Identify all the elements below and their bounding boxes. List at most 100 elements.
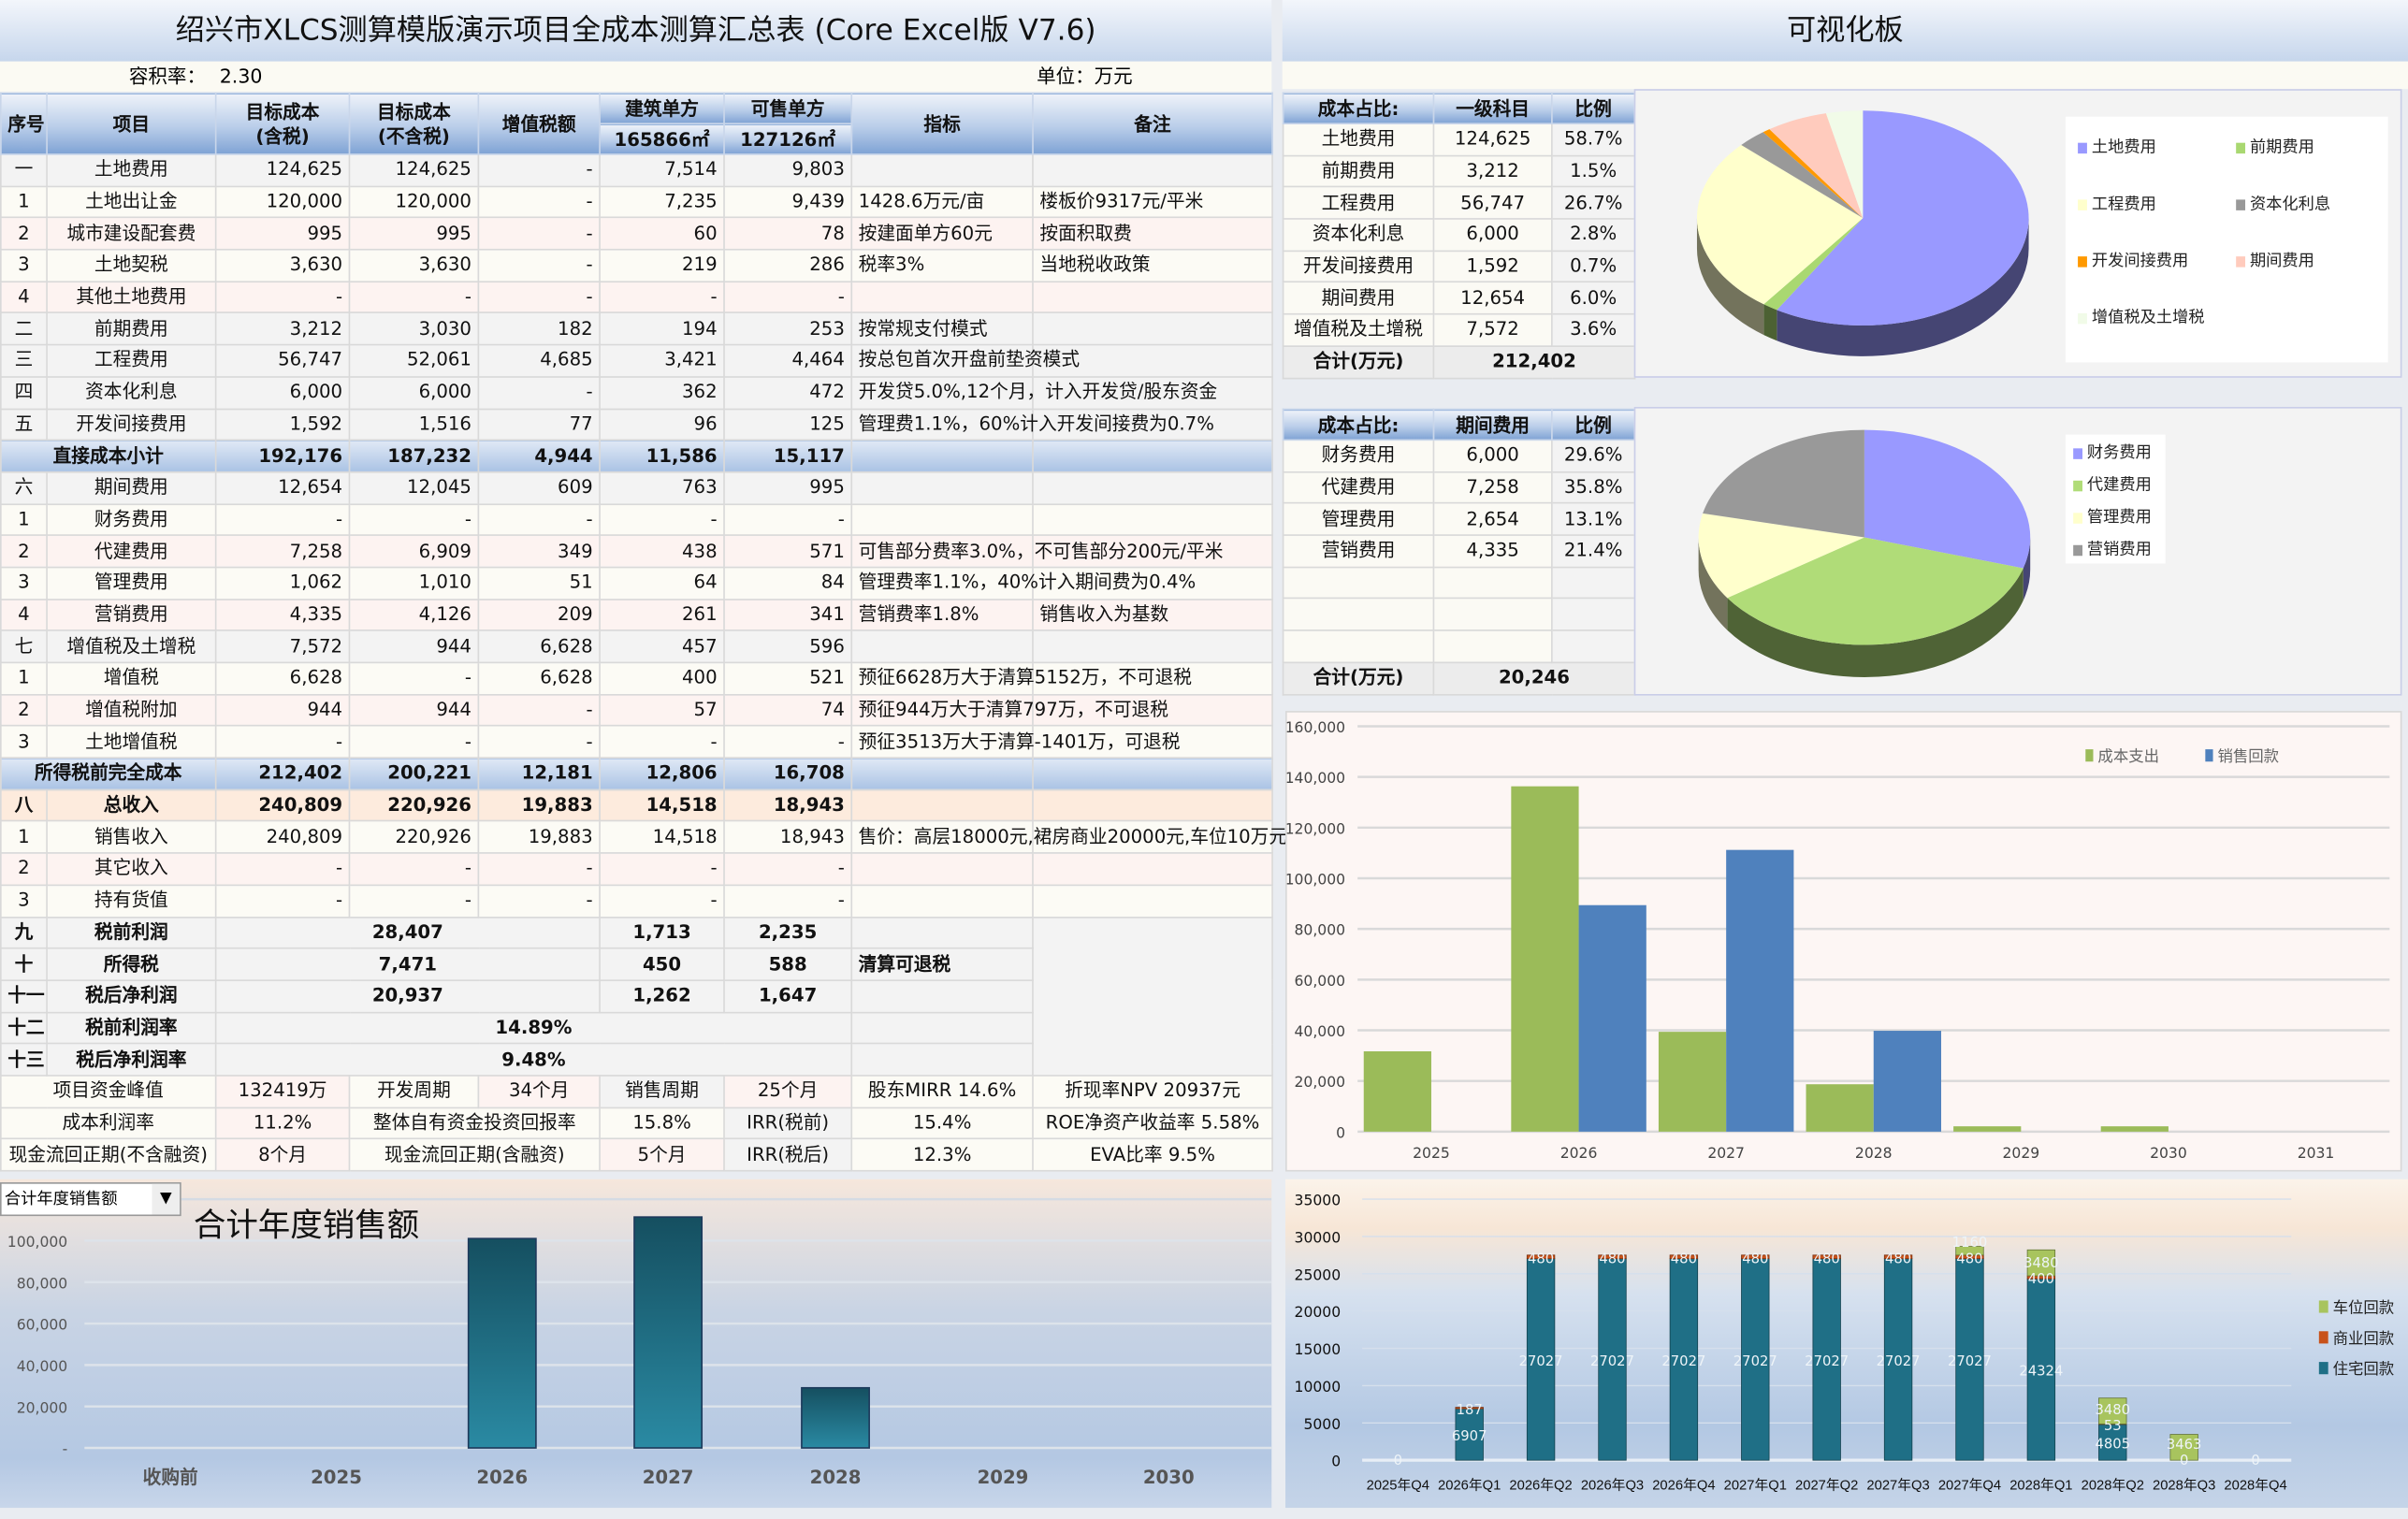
row-vat: 77 xyxy=(478,409,600,441)
row-cost-tax: 240,809 xyxy=(216,789,350,821)
metric-cell: 11.2% xyxy=(216,1107,350,1139)
row-cost-notax: 220,926 xyxy=(349,789,478,821)
row-sale-unit: 78 xyxy=(724,218,851,250)
row-cost-notax: 124,625 xyxy=(349,154,478,186)
share-percent: 6.0% xyxy=(1552,282,1635,314)
row-indicator: 可售部分费率3.0%，不可售部分200元/平米 xyxy=(851,536,1033,568)
y-tick-label: - xyxy=(63,1441,68,1458)
row-note: 楼板价9317元/平米 xyxy=(1033,186,1272,218)
row-sale-unit: 9,803 xyxy=(724,154,851,186)
row-cost-notax: - xyxy=(349,662,478,694)
header-no: 序号 xyxy=(1,93,47,154)
row-item: 税后净利润率 xyxy=(47,1044,216,1076)
header-cell: 成本占比: xyxy=(1284,409,1434,440)
bar xyxy=(469,1238,536,1448)
row-item: 税后净利润 xyxy=(47,980,216,1012)
share-value: 3,212 xyxy=(1433,155,1551,187)
chevron-down-icon[interactable]: ▼ xyxy=(152,1184,181,1215)
legend-item: 营销费用 xyxy=(2073,538,2152,561)
y-tick-label: 0 xyxy=(1336,1124,1345,1141)
data-label: 480 xyxy=(1742,1251,1768,1266)
row-no: 八 xyxy=(1,789,47,821)
y-tick-label: 15000 xyxy=(1295,1341,1342,1358)
data-label: 4805 xyxy=(2095,1437,2130,1453)
data-label: 480 xyxy=(1956,1251,1982,1266)
row-no: 3 xyxy=(1,726,47,758)
row-cost-tax: - xyxy=(216,885,350,917)
row-no: 十三 xyxy=(1,1044,47,1076)
share-percent: 13.1% xyxy=(1552,503,1635,535)
share-percent: 35.8% xyxy=(1552,471,1635,503)
row-sale-unit: - xyxy=(724,282,851,313)
row-indicator xyxy=(851,758,1033,789)
row-cost-notax: 3,630 xyxy=(349,250,478,282)
bar xyxy=(1874,1031,1941,1132)
far-value: 2.30 xyxy=(220,62,263,93)
data-label: 480 xyxy=(1599,1251,1625,1266)
row-build-unit: 400 xyxy=(600,662,724,694)
row-sale-unit: 588 xyxy=(724,948,851,980)
row-cost-notax: 3,030 xyxy=(349,313,478,345)
row-sale-unit: 1,647 xyxy=(724,980,851,1012)
row-cost-tax: - xyxy=(216,504,350,536)
share-value: 7,258 xyxy=(1433,471,1551,503)
blank-cell xyxy=(1433,599,1551,630)
row-cost-notax: - xyxy=(349,282,478,313)
row-note xyxy=(1033,758,1272,789)
row-vat: - xyxy=(478,726,600,758)
row-indicator xyxy=(851,789,1033,821)
share-value: 12,654 xyxy=(1433,282,1551,314)
row-cost-tax: 995 xyxy=(216,218,350,250)
row-sale-unit: 521 xyxy=(724,662,851,694)
row-sale-unit: 84 xyxy=(724,567,851,599)
share-percent: 2.8% xyxy=(1552,219,1635,251)
row-build-unit: 3,421 xyxy=(600,345,724,377)
total-row: 合计(万元)20,246 xyxy=(1284,662,1635,694)
row-sale-unit: 16,708 xyxy=(724,758,851,789)
legend-label: 成本支出 xyxy=(2097,747,2159,765)
row-item: 所得税前完全成本 xyxy=(1,758,216,789)
header-cost-notax: 目标成本(不含税) xyxy=(349,93,478,154)
blank-cell xyxy=(1433,567,1551,599)
cost-share-legend: 土地费用前期费用工程费用资本化利息开发间接费用期间费用增值税及土增税 xyxy=(2066,117,2388,363)
data-label: 480 xyxy=(1528,1251,1554,1266)
row-item: 城市建设配套费 xyxy=(47,218,216,250)
share-label: 开发间接费用 xyxy=(1284,251,1434,282)
share-value: 56,747 xyxy=(1433,187,1551,219)
row-sale-unit: - xyxy=(724,726,851,758)
row-cost-notax: 52,061 xyxy=(349,345,478,377)
header-item: 项目 xyxy=(47,93,216,154)
row-sale-unit: 2,235 xyxy=(724,917,851,948)
row-cost-tax: 120,000 xyxy=(216,186,350,218)
share-row xyxy=(1284,630,1635,662)
series-selector-dropdown[interactable]: 合计年度销售额 ▼ xyxy=(0,1182,181,1216)
legend-swatch xyxy=(2236,255,2245,266)
metric-cell: 132419万 xyxy=(216,1076,350,1107)
row-cost-notax: - xyxy=(349,504,478,536)
x-tick-label: 2027 xyxy=(643,1467,694,1488)
row-build-unit: 1,262 xyxy=(600,980,724,1012)
x-tick-label: 2030 xyxy=(2150,1145,2187,1162)
share-value: 6,000 xyxy=(1433,440,1551,471)
legend-swatch xyxy=(2236,199,2245,210)
data-label: 0 xyxy=(1394,1453,1402,1468)
period-cost-legend: 财务费用代建费用管理费用营销费用 xyxy=(2066,435,2166,564)
share-label: 管理费用 xyxy=(1284,503,1434,535)
x-tick-label: 2027 xyxy=(1707,1145,1745,1162)
legend-swatch xyxy=(2078,312,2087,323)
row-cost-notax: 6,909 xyxy=(349,536,478,568)
row-item: 财务费用 xyxy=(47,504,216,536)
row-sale-unit: 571 xyxy=(724,536,851,568)
row-vat: 6,628 xyxy=(478,630,600,662)
row-cost-tax: 3,212 xyxy=(216,313,350,345)
share-row xyxy=(1284,567,1635,599)
row-vat: 182 xyxy=(478,313,600,345)
y-tick-label: 5000 xyxy=(1303,1416,1341,1433)
